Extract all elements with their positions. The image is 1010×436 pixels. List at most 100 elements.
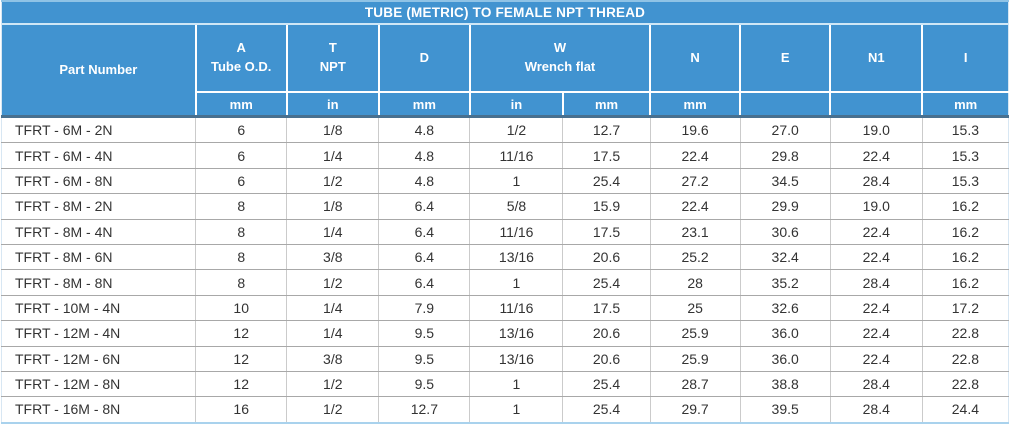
cell-e: 32.6 [739, 294, 831, 322]
col-header-n1: N1 [829, 24, 924, 93]
cell-a-tube-od: 12 [195, 345, 288, 372]
col-header-t-npt: T NPT [285, 24, 380, 93]
cell-d: 6.4 [378, 243, 471, 271]
table-row: TFRT - 12M - 4N 12 1/4 9.5 13/16 20.6 25… [1, 320, 1009, 347]
table-row: TFRT - 6M - 2N 6 1/8 4.8 1/2 12.7 19.6 2… [1, 116, 1009, 144]
cell-i: 16.2 [921, 193, 1009, 220]
table-row: TFRT - 12M - 6N 12 3/8 9.5 13/16 20.6 25… [1, 345, 1009, 372]
cell-t-npt: 1/4 [286, 320, 380, 347]
cell-part-number: TFRT - 12M - 6N [1, 345, 197, 372]
col-header-e: E [739, 24, 832, 93]
cell-w-mm: 25.4 [562, 370, 651, 398]
cell-t-npt: 1/4 [286, 142, 380, 169]
cell-part-number: TFRT - 8M - 4N [1, 218, 197, 245]
cell-w-mm: 25.4 [562, 269, 651, 296]
cell-n1: 19.0 [829, 193, 923, 220]
table-row: TFRT - 16M - 8N 16 1/2 12.7 1 25.4 29.7 … [1, 396, 1009, 424]
cell-e: 39.5 [739, 396, 831, 424]
cell-w-in: 11/16 [469, 294, 564, 322]
cell-w-mm: 15.9 [562, 193, 651, 220]
cell-e: 29.8 [739, 142, 831, 169]
column-header-row: Part Number A Tube O.D. T NPT D W Wrench… [1, 24, 1009, 118]
table-row: TFRT - 6M - 4N 6 1/4 4.8 11/16 17.5 22.4… [1, 142, 1009, 169]
cell-i: 16.2 [921, 243, 1009, 271]
col-header-n: N [649, 24, 742, 93]
cell-e: 27.0 [739, 116, 831, 144]
cell-w-mm: 12.7 [562, 116, 651, 144]
cell-w-in: 13/16 [469, 320, 564, 347]
cell-a-tube-od: 8 [195, 218, 288, 245]
cell-t-npt: 1/8 [286, 116, 380, 144]
cell-a-tube-od: 12 [195, 320, 288, 347]
cell-i: 15.3 [921, 142, 1009, 169]
cell-w-mm: 20.6 [562, 345, 651, 372]
cell-w-mm: 17.5 [562, 294, 651, 322]
cell-e: 36.0 [739, 320, 831, 347]
cell-d: 6.4 [378, 193, 471, 220]
cell-a-tube-od: 8 [195, 193, 288, 220]
cell-e: 29.9 [739, 193, 831, 220]
table-row: TFRT - 10M - 4N 10 1/4 7.9 11/16 17.5 25… [1, 294, 1009, 322]
cell-d: 4.8 [378, 142, 471, 169]
cell-d: 4.8 [378, 116, 471, 144]
unit-n1 [829, 91, 924, 118]
cell-part-number: TFRT - 10M - 4N [1, 294, 197, 322]
cell-w-in: 1 [469, 396, 564, 424]
cell-part-number: TFRT - 8M - 2N [1, 193, 197, 220]
cell-i: 24.4 [921, 396, 1009, 424]
cell-w-mm: 25.4 [562, 396, 651, 424]
cell-part-number: TFRT - 12M - 4N [1, 320, 197, 347]
cell-d: 9.5 [378, 370, 471, 398]
unit-i: mm [921, 91, 1009, 118]
cell-n1: 22.4 [829, 320, 923, 347]
cell-n: 22.4 [649, 193, 741, 220]
cell-e: 32.4 [739, 243, 831, 271]
cell-a-tube-od: 6 [195, 167, 288, 195]
cell-a-tube-od: 8 [195, 243, 288, 271]
cell-t-npt: 1/4 [286, 294, 380, 322]
cell-w-mm: 20.6 [562, 243, 651, 271]
tube-to-female-npt-spec-table: TUBE (METRIC) TO FEMALE NPT THREAD Part … [1, 0, 1009, 424]
cell-n1: 22.4 [829, 294, 923, 322]
unit-t: in [285, 91, 380, 118]
cell-n: 29.7 [649, 396, 741, 424]
col-header-w-wrench-flat: W Wrench flat [468, 24, 652, 93]
cell-n: 25.9 [649, 345, 741, 372]
cell-w-in: 1/2 [469, 116, 564, 144]
cell-n1: 22.4 [829, 218, 923, 245]
cell-part-number: TFRT - 8M - 6N [1, 243, 197, 271]
cell-w-in: 11/16 [469, 218, 564, 245]
table-title: TUBE (METRIC) TO FEMALE NPT THREAD [1, 0, 1009, 25]
cell-e: 30.6 [739, 218, 831, 245]
col-header-a-tube-od: A Tube O.D. [194, 24, 288, 93]
cell-t-npt: 1/2 [286, 167, 380, 195]
cell-n1: 28.4 [829, 370, 923, 398]
cell-w-mm: 25.4 [562, 167, 651, 195]
cell-n: 25.9 [649, 320, 741, 347]
cell-n: 28.7 [649, 370, 741, 398]
unit-d: mm [377, 91, 471, 118]
cell-t-npt: 1/2 [286, 269, 380, 296]
table-row: TFRT - 8M - 4N 8 1/4 6.4 11/16 17.5 23.1… [1, 218, 1009, 245]
cell-w-in: 1 [469, 167, 564, 195]
cell-i: 22.8 [921, 345, 1009, 372]
cell-d: 9.5 [378, 345, 471, 372]
cell-i: 16.2 [921, 218, 1009, 245]
table-row: TFRT - 12M - 8N 12 1/2 9.5 1 25.4 28.7 3… [1, 370, 1009, 398]
cell-n: 27.2 [649, 167, 741, 195]
unit-w-in: in [468, 91, 564, 118]
cell-part-number: TFRT - 12M - 8N [1, 370, 197, 398]
title-row: TUBE (METRIC) TO FEMALE NPT THREAD [1, 0, 1009, 25]
cell-d: 6.4 [378, 218, 471, 245]
cell-w-in: 1 [469, 269, 564, 296]
table-row: TFRT - 8M - 6N 8 3/8 6.4 13/16 20.6 25.2… [1, 243, 1009, 271]
table-header: TUBE (METRIC) TO FEMALE NPT THREAD Part … [1, 0, 1009, 118]
cell-t-npt: 3/8 [286, 243, 380, 271]
cell-n: 19.6 [649, 116, 741, 144]
cell-a-tube-od: 6 [195, 116, 288, 144]
unit-n: mm [649, 91, 742, 118]
cell-e: 35.2 [739, 269, 831, 296]
cell-i: 17.2 [921, 294, 1009, 322]
cell-w-mm: 20.6 [562, 320, 651, 347]
page: TUBE (METRIC) TO FEMALE NPT THREAD Part … [1, 0, 1009, 424]
